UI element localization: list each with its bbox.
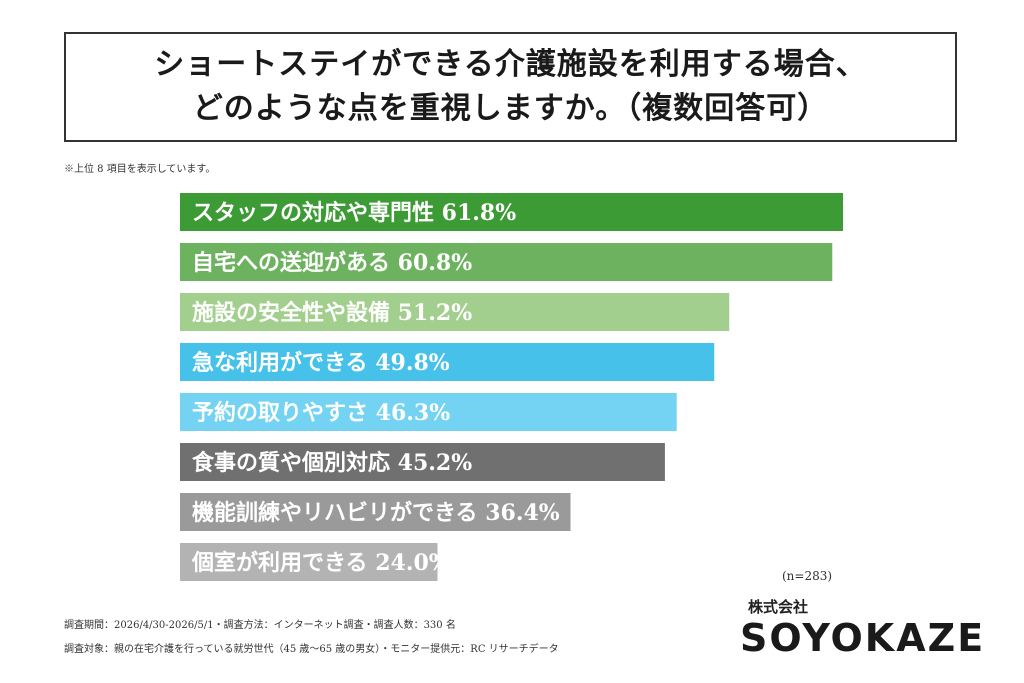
title-box: ショートステイができる介護施設を利用する場合、 どのような点を重視しますか。（複…: [64, 32, 957, 142]
bar-1: [180, 193, 843, 231]
bar-label-1: スタッフの対応や専門性 61.8%: [192, 200, 516, 226]
bar-8: [180, 543, 438, 581]
brand-logo: SOYOKAZE: [740, 616, 986, 660]
bar-label-3: 施設の安全性や設備 51.2%: [192, 300, 472, 326]
chart-title-line-2: どのような点を重視しますか。（複数回答可）: [192, 91, 829, 126]
bar-7: [180, 493, 571, 531]
bar-label-2: 自宅への送迎がある 60.8%: [192, 250, 472, 276]
sample-size-label: (n=283): [782, 569, 833, 583]
bar-6: [180, 443, 665, 481]
brand-company-text: 株式会社: [748, 598, 809, 616]
bar-3: [180, 293, 730, 331]
survey-info-footnote: 調査期間：2026/4/30-2026/5/1・調査方法：インターネット調査・調…: [64, 620, 456, 631]
bar-label-7: 機能訓練やリハビリができる 36.4%: [192, 500, 560, 526]
bar-label-4: 急な利用ができる 49.8%: [192, 350, 450, 376]
survey-target-footnote: 調査対象：親の在宅介護を行っている就労世代（45 歳〜65 歳の男女）・モニター…: [64, 644, 559, 655]
bar-label-8: 個室が利用できる 24.0%: [191, 550, 450, 576]
bar-label-5: 予約の取りやすさ 46.3%: [192, 400, 450, 426]
top-items-note: ※上位 8 項目を表示しています。: [64, 164, 216, 175]
chart-title-line-1: ショートステイができる介護施設を利用する場合、: [154, 47, 867, 82]
bar-4: [180, 343, 715, 381]
bar-2: [180, 243, 833, 281]
bar-label-6: 食事の質や個別対応 45.2%: [192, 450, 472, 476]
bar-5: [180, 393, 677, 431]
